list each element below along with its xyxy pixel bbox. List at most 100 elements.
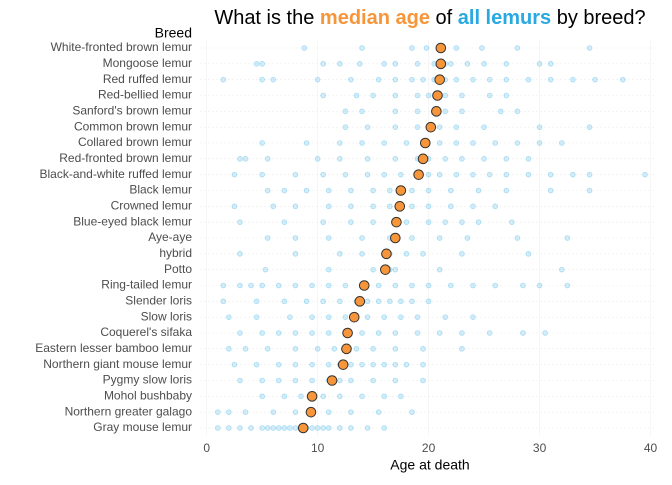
age-point bbox=[292, 171, 299, 178]
age-point bbox=[453, 76, 460, 83]
age-point bbox=[320, 219, 326, 225]
age-point bbox=[348, 76, 354, 83]
age-point bbox=[475, 187, 482, 194]
age-point bbox=[325, 409, 332, 415]
median-point bbox=[419, 137, 431, 149]
age-point bbox=[503, 187, 510, 194]
age-point bbox=[281, 298, 288, 305]
y-tick-label: Red ruffed lemur bbox=[103, 72, 192, 86]
age-point bbox=[503, 61, 510, 67]
age-point bbox=[309, 282, 315, 289]
median-point bbox=[390, 232, 401, 244]
age-point bbox=[620, 76, 626, 83]
y-tick-label: Mohol bushbaby bbox=[104, 389, 192, 403]
age-point bbox=[409, 203, 415, 210]
age-point bbox=[525, 251, 532, 257]
age-point bbox=[259, 282, 265, 289]
age-point bbox=[442, 156, 449, 162]
age-point bbox=[381, 361, 388, 368]
age-point bbox=[237, 282, 243, 289]
age-point bbox=[392, 61, 399, 67]
age-point bbox=[470, 314, 476, 320]
age-point bbox=[287, 314, 293, 320]
age-point bbox=[414, 330, 421, 336]
age-point bbox=[370, 92, 376, 99]
age-point bbox=[453, 124, 460, 130]
age-point bbox=[425, 92, 432, 99]
age-point bbox=[459, 330, 465, 336]
median-point bbox=[431, 106, 442, 117]
age-point bbox=[381, 140, 388, 146]
age-point bbox=[436, 140, 443, 146]
median-point bbox=[306, 391, 318, 402]
age-point bbox=[420, 251, 426, 257]
y-tick-label: Slow loris bbox=[141, 309, 192, 323]
age-point bbox=[337, 251, 343, 257]
age-point bbox=[309, 314, 315, 320]
age-point bbox=[414, 92, 421, 99]
age-point bbox=[398, 298, 404, 305]
age-point bbox=[392, 92, 399, 99]
age-point bbox=[364, 124, 371, 130]
age-point bbox=[392, 108, 399, 115]
age-point bbox=[314, 156, 321, 162]
age-point bbox=[275, 377, 282, 384]
age-point bbox=[259, 377, 265, 384]
age-point bbox=[237, 330, 243, 336]
y-tick-label: Black lemur bbox=[129, 183, 192, 197]
age-point bbox=[237, 377, 243, 384]
age-point bbox=[325, 282, 332, 289]
age-point bbox=[237, 156, 243, 162]
age-point bbox=[303, 298, 310, 305]
age-point bbox=[231, 203, 238, 210]
y-tick-label: Pygmy slow loris bbox=[103, 373, 192, 387]
age-point bbox=[337, 140, 343, 146]
age-point bbox=[547, 187, 554, 194]
age-point bbox=[486, 92, 493, 99]
age-point bbox=[292, 409, 299, 415]
age-point bbox=[348, 425, 354, 431]
age-point bbox=[353, 92, 360, 99]
age-point bbox=[392, 156, 399, 162]
age-point bbox=[486, 76, 493, 83]
age-point bbox=[479, 45, 485, 51]
y-tick-label: Mongoose lemur bbox=[103, 56, 192, 70]
age-point bbox=[275, 282, 282, 289]
age-point bbox=[386, 187, 393, 194]
age-point bbox=[392, 266, 399, 273]
age-point bbox=[348, 187, 354, 194]
age-point bbox=[281, 393, 288, 400]
y-axis-label: Breed bbox=[155, 25, 192, 41]
age-point bbox=[514, 108, 521, 115]
title-part: all lemurs bbox=[458, 7, 551, 29]
median-point bbox=[305, 406, 317, 418]
age-point bbox=[392, 346, 399, 352]
age-point bbox=[262, 266, 269, 273]
y-tick-label: Gray mouse lemur bbox=[93, 420, 192, 434]
age-point bbox=[370, 219, 376, 225]
age-point bbox=[386, 203, 393, 210]
age-point bbox=[442, 219, 449, 225]
age-point bbox=[220, 76, 227, 83]
age-point bbox=[525, 156, 532, 162]
age-point bbox=[337, 393, 343, 400]
median-point bbox=[326, 375, 338, 386]
age-point bbox=[486, 330, 493, 336]
age-point bbox=[259, 171, 265, 178]
age-point bbox=[558, 140, 565, 146]
age-point bbox=[586, 171, 593, 178]
age-point bbox=[392, 282, 399, 289]
age-point bbox=[325, 425, 332, 431]
median-point bbox=[435, 42, 447, 54]
age-point bbox=[292, 203, 299, 210]
age-point bbox=[342, 282, 349, 289]
age-point bbox=[253, 361, 260, 368]
y-tick-label: Red-fronted brown lemur bbox=[59, 151, 192, 165]
age-point bbox=[392, 124, 399, 130]
age-point bbox=[520, 330, 526, 336]
age-point bbox=[453, 45, 460, 51]
age-point bbox=[414, 314, 421, 320]
age-point bbox=[370, 377, 376, 384]
y-tick-label: hybrid bbox=[159, 246, 192, 260]
median-point bbox=[413, 169, 424, 180]
